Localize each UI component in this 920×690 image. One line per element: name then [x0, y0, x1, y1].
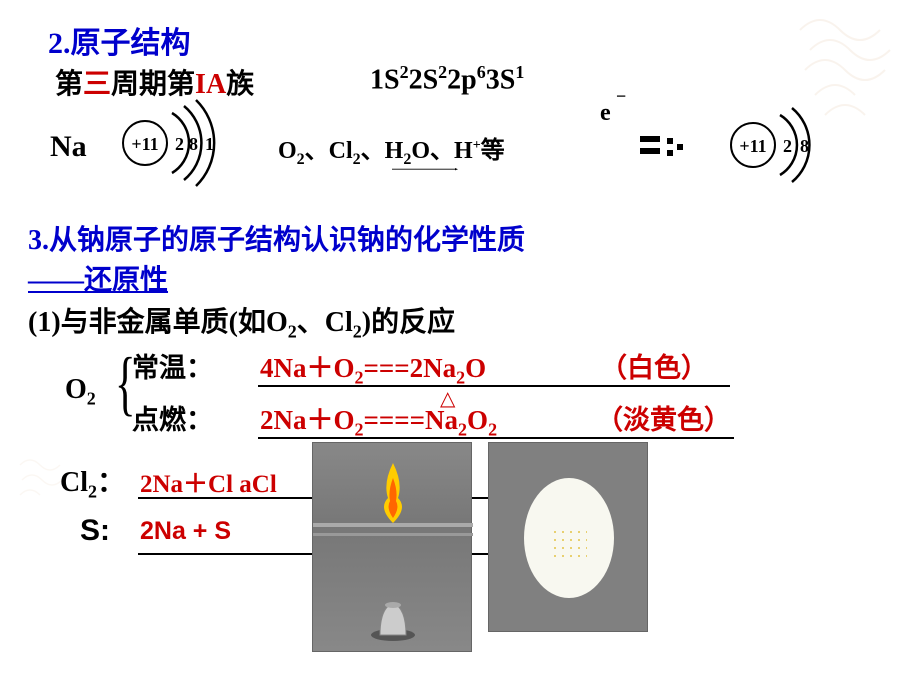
stand-bar-2	[313, 533, 473, 536]
s-label: S:	[80, 514, 110, 548]
experiment-image-flame	[312, 442, 472, 652]
equation-na2o2: 2Na＋O2====Na2O2	[260, 398, 497, 440]
svg-text:1: 1	[205, 134, 214, 154]
equation-na2s: 2Na + S	[140, 517, 231, 546]
reaction-1-label: (1)与非金属单质(如O2、Cl2)的反应	[28, 300, 455, 343]
yellow-color-note: （淡黄色）	[596, 398, 731, 437]
stand-bar	[313, 523, 473, 527]
period-pre: 第	[55, 69, 83, 100]
period-mid: 周期第	[111, 69, 195, 100]
electron-config: 1S22S22p63S1	[370, 62, 524, 96]
period-group-text: 第三周期第IA族	[55, 62, 254, 102]
svg-text:8: 8	[800, 136, 809, 156]
equation-na2o: 4Na＋O2===2Na2O	[260, 346, 486, 388]
period-three: 三	[83, 69, 111, 100]
reaction-arrow-block: O2、Cl2、H2O、H+等	[260, 130, 590, 190]
bohr-model-na-ion: +11 2 8	[718, 100, 858, 190]
underline-2	[258, 437, 734, 439]
section-2-heading: 2.原子结构	[48, 18, 191, 62]
svg-text:+11: +11	[739, 136, 766, 156]
burner-icon	[368, 593, 418, 643]
product-oval	[524, 478, 614, 598]
flame-icon	[378, 463, 408, 523]
arrow-reactants: O2、Cl2、H2O、H+等	[278, 130, 505, 169]
equation-nacl: 2Na＋Cl aCl	[140, 464, 277, 500]
ignite-label: 点燃：	[132, 398, 213, 437]
section-3-heading-line1: 3.从钠原子的原子结构认识钠的化学性质	[28, 218, 525, 258]
product-dots	[551, 528, 587, 558]
section-3-heading-line2: ——还原性	[28, 258, 168, 298]
experiment-image-product	[488, 442, 648, 632]
cl2-label: Cl2：	[60, 460, 125, 503]
o2-label: O2	[65, 374, 96, 410]
room-temp-label: 常温：	[132, 346, 213, 385]
bohr-model-na-atom: +11 2 8 1	[110, 98, 260, 188]
electron-minus: −	[616, 86, 626, 107]
svg-text:+11: +11	[131, 134, 158, 154]
na-ion-symbol	[635, 128, 695, 168]
na-element-label: Na	[50, 130, 87, 164]
underline-1	[258, 385, 730, 387]
svg-text:2: 2	[175, 134, 184, 154]
white-color-note: （白色）	[600, 346, 708, 385]
period-suf: 族	[226, 69, 254, 100]
svg-text:8: 8	[189, 134, 198, 154]
electron-symbol: e	[600, 100, 611, 127]
svg-text:2: 2	[783, 136, 792, 156]
period-ia: IA	[195, 69, 226, 100]
